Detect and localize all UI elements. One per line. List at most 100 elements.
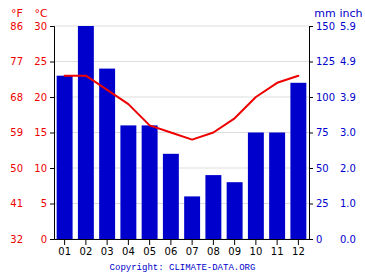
tick-label: 50	[10, 163, 23, 174]
tick-mark	[149, 239, 150, 245]
tick-label: 10	[34, 163, 47, 174]
tick-label: 25	[34, 56, 47, 67]
tick-label: 30	[34, 21, 47, 32]
tick: 0.0	[337, 234, 356, 245]
tick: 10	[250, 239, 263, 257]
tick-mark	[309, 168, 313, 169]
tick: 5.9	[337, 21, 356, 32]
tick-mark	[50, 97, 54, 98]
bar	[248, 133, 264, 240]
tick-mark	[50, 133, 54, 134]
tick: 3.9	[337, 92, 356, 103]
tick: 0	[309, 234, 322, 245]
tick: 03	[101, 239, 114, 257]
tick-mark	[50, 26, 54, 27]
bar	[290, 83, 306, 239]
tick: 50	[309, 163, 329, 174]
tick: 77	[10, 56, 26, 67]
tick-mark	[85, 239, 86, 245]
tick-mark	[192, 239, 193, 245]
axis-line	[55, 239, 310, 240]
tick: 02	[80, 239, 93, 257]
axis-label: inch	[339, 7, 362, 20]
bar	[57, 76, 73, 239]
tick: 25	[309, 198, 329, 209]
tick-mark	[64, 239, 65, 245]
tick-label: 02	[80, 246, 93, 257]
tick-label: 08	[207, 246, 220, 257]
tick: 3.0	[337, 127, 356, 138]
tick: 15	[34, 127, 54, 138]
tick-label: 07	[186, 246, 199, 257]
tick: 11	[271, 239, 284, 257]
tick: 25	[34, 56, 54, 67]
bar	[227, 182, 243, 239]
tick-mark	[50, 168, 54, 169]
tick-label: 0	[316, 234, 322, 245]
chart: 0102030405060708091011120510152025303241…	[0, 0, 365, 273]
grid	[54, 26, 309, 239]
axis-label: °C	[34, 7, 48, 20]
tick-mark	[277, 239, 278, 245]
tick: 150	[309, 21, 335, 32]
tick-label: 77	[10, 56, 23, 67]
tick-label: 01	[58, 246, 71, 257]
tick-label: 59	[10, 127, 23, 138]
tick-label: 0	[41, 234, 47, 245]
tick: 32	[10, 234, 26, 245]
x-axis: 01 02 03 04 05 06 07 08 09 10 11 12	[55, 239, 310, 257]
tick: 41	[10, 198, 26, 209]
tick-label: 10	[250, 246, 263, 257]
tick: 04	[122, 239, 135, 257]
tick: 59	[10, 127, 26, 138]
tick: 01	[58, 239, 71, 257]
tick-label: 2.0	[340, 163, 356, 174]
tick: 4.9	[337, 56, 356, 67]
tick-mark	[213, 239, 214, 245]
tick-label: 3.9	[340, 92, 356, 103]
tick: 09	[228, 239, 241, 257]
tick-mark	[309, 133, 313, 134]
tick-label: 32	[10, 234, 23, 245]
tick-label: 20	[34, 92, 47, 103]
tick-mark	[50, 239, 54, 240]
tick-label: 150	[316, 21, 335, 32]
tick: 75	[309, 127, 329, 138]
tick-label: 75	[316, 127, 329, 138]
axis-label: °F	[11, 7, 23, 20]
tick-label: 03	[101, 246, 114, 257]
tick: 20	[34, 92, 54, 103]
tick: 06	[165, 239, 178, 257]
axis-line	[50, 27, 55, 240]
tick-mark	[309, 26, 313, 27]
tick: 100	[309, 92, 335, 103]
tick-mark	[309, 97, 313, 98]
tick-mark	[50, 204, 54, 205]
tick-label: 04	[122, 246, 135, 257]
bars	[57, 26, 307, 239]
tick-label: 4.9	[340, 56, 356, 67]
line	[65, 76, 299, 140]
tick: 5	[41, 198, 54, 209]
tick-label: 05	[143, 246, 156, 257]
tick-mark	[255, 239, 256, 245]
bar	[78, 26, 94, 239]
tick-label: 25	[316, 198, 329, 209]
tick-mark	[234, 239, 235, 245]
tick-label: 06	[165, 246, 178, 257]
tick: 2.0	[337, 163, 356, 174]
tick: 05	[143, 239, 156, 257]
tick-label: 5	[41, 198, 47, 209]
y4-axis: 0.01.02.03.03.94.95.9	[337, 21, 356, 245]
tick-label: 86	[10, 21, 23, 32]
tick: 08	[207, 239, 220, 257]
tick-mark	[309, 62, 313, 63]
y-axis: 0 5 10 15 20 25 30	[34, 21, 54, 245]
axis-label: mm	[314, 7, 335, 20]
tick: 10	[34, 163, 54, 174]
tick: 07	[186, 239, 199, 257]
tick: 125	[309, 56, 335, 67]
tick-mark	[128, 239, 129, 245]
tick: 12	[292, 239, 305, 257]
tick-mark	[309, 204, 313, 205]
